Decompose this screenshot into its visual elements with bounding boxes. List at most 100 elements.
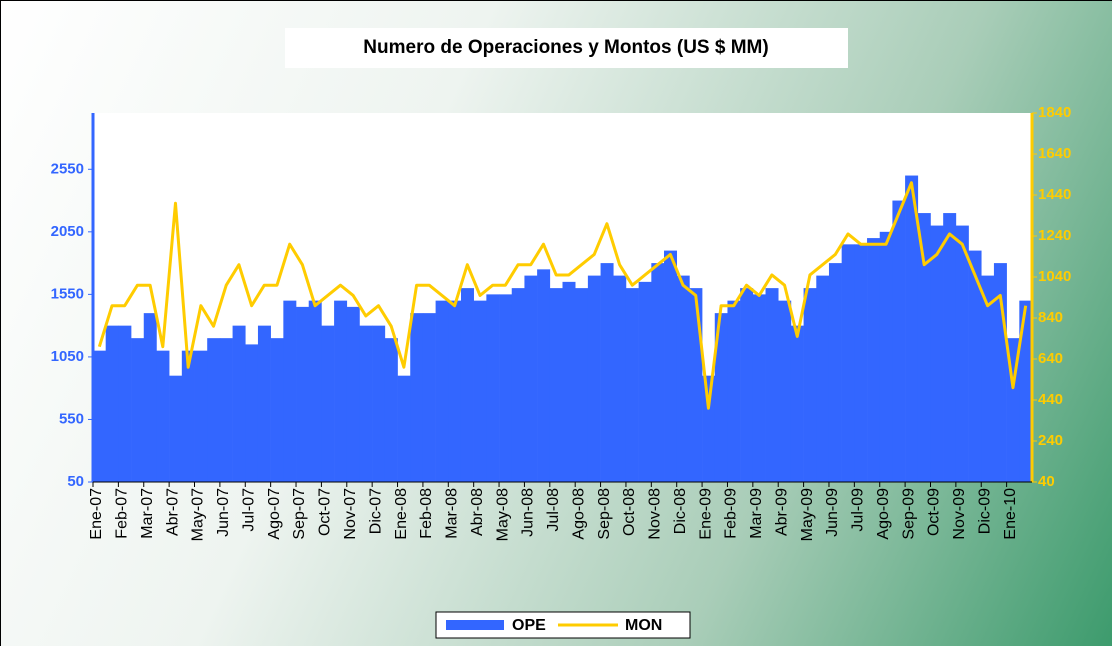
- x-tick-label: Jun-08: [520, 488, 537, 537]
- bar: [651, 263, 665, 482]
- x-tick-label: May-09: [799, 488, 816, 541]
- bar: [511, 288, 525, 482]
- x-tick-label: Abr-09: [773, 488, 790, 536]
- bar: [587, 275, 601, 482]
- bar: [638, 281, 652, 482]
- bar: [917, 213, 931, 482]
- bar: [575, 288, 589, 482]
- bar: [968, 250, 982, 482]
- bar: [397, 375, 411, 482]
- bar: [727, 300, 741, 482]
- x-tick-label: Dic-09: [976, 488, 993, 534]
- y2-tick-label: 640: [1038, 350, 1063, 367]
- bar: [169, 375, 183, 482]
- bar: [93, 350, 106, 482]
- line: [97, 181, 1028, 410]
- bar: [359, 325, 373, 482]
- x-tick-label: Ago-09: [875, 488, 892, 540]
- y2-tick-label: 1040: [1038, 268, 1071, 285]
- y2-tick-label: 1240: [1038, 227, 1071, 244]
- bar: [283, 300, 297, 482]
- x-tick-label: Oct-09: [926, 488, 943, 536]
- bar: [219, 338, 233, 482]
- legend-swatch: [446, 620, 504, 630]
- bar: [689, 288, 703, 482]
- bar: [765, 288, 779, 482]
- bar: [296, 306, 310, 482]
- bar: [410, 313, 424, 482]
- bar: [854, 244, 868, 482]
- y-tick-label: 1550: [51, 285, 84, 302]
- x-tick-label: Mar-08: [444, 488, 461, 539]
- x-tick-label: Nov-09: [951, 488, 968, 540]
- x-tick-label: Abr-08: [469, 488, 486, 536]
- bar: [499, 294, 513, 482]
- bar: [892, 200, 906, 482]
- title-box: [285, 28, 848, 68]
- bar: [867, 238, 881, 482]
- x-tick-label: Sep-08: [596, 488, 613, 540]
- bar: [321, 325, 335, 482]
- x-tick-label: Oct-07: [317, 488, 334, 536]
- bar: [270, 338, 284, 482]
- x-tick-label: May-08: [494, 488, 511, 541]
- x-tick-label: May-07: [190, 488, 207, 541]
- bar: [460, 288, 474, 482]
- bar: [676, 275, 690, 482]
- y2-tick-label: 40: [1038, 473, 1055, 490]
- x-tick-label: Mar-09: [748, 488, 765, 539]
- bar: [752, 294, 766, 482]
- bar: [334, 300, 348, 482]
- x-tick-label: Jun-07: [215, 488, 232, 537]
- y-tick-label: 2550: [51, 160, 84, 177]
- bar: [664, 250, 678, 482]
- y-tick-label: 2050: [51, 223, 84, 240]
- x-tick-label: Feb-09: [723, 488, 740, 539]
- x-tick-label: Ene-10: [1002, 488, 1019, 540]
- bar: [308, 300, 322, 482]
- bar: [562, 281, 576, 482]
- x-tick-label: Sep-09: [900, 488, 917, 540]
- bar: [105, 325, 119, 482]
- x-tick-label: Jul-07: [240, 488, 257, 532]
- bar: [702, 375, 716, 482]
- bar: [778, 300, 792, 482]
- x-tick-label: Ene-07: [88, 488, 105, 540]
- bar: [816, 275, 830, 482]
- bar: [613, 275, 627, 482]
- bar: [448, 300, 462, 482]
- y-tick-label: 1050: [51, 348, 84, 365]
- legend-label: MON: [625, 617, 662, 634]
- y2-tick-label: 1640: [1038, 145, 1071, 162]
- x-tick-label: Feb-07: [114, 488, 131, 539]
- bar: [803, 288, 817, 482]
- y2-tick-label: 240: [1038, 432, 1063, 449]
- x-tick-label: Ago-07: [266, 488, 283, 540]
- bar: [1019, 300, 1033, 482]
- y2-tick-label: 1440: [1038, 186, 1071, 203]
- bar: [346, 306, 360, 482]
- bar: [714, 313, 728, 482]
- bar: [981, 275, 995, 482]
- bar: [879, 231, 893, 482]
- bar: [384, 338, 398, 482]
- bar: [194, 350, 208, 482]
- bar: [524, 275, 538, 482]
- bar: [790, 325, 804, 482]
- y-tick-label: 50: [67, 473, 84, 490]
- x-tick-label: Jun-09: [824, 488, 841, 537]
- x-tick-label: Dic-08: [672, 488, 689, 534]
- bar: [156, 350, 170, 482]
- bar: [435, 300, 449, 482]
- x-tick-label: Jul-08: [545, 488, 562, 532]
- bar: [486, 294, 500, 482]
- bar: [232, 325, 246, 482]
- bar: [422, 313, 436, 482]
- x-tick-label: Feb-08: [418, 488, 435, 539]
- bar: [257, 325, 271, 482]
- bar: [600, 263, 614, 482]
- bar: [930, 225, 944, 482]
- y-tick-label: 550: [59, 410, 84, 427]
